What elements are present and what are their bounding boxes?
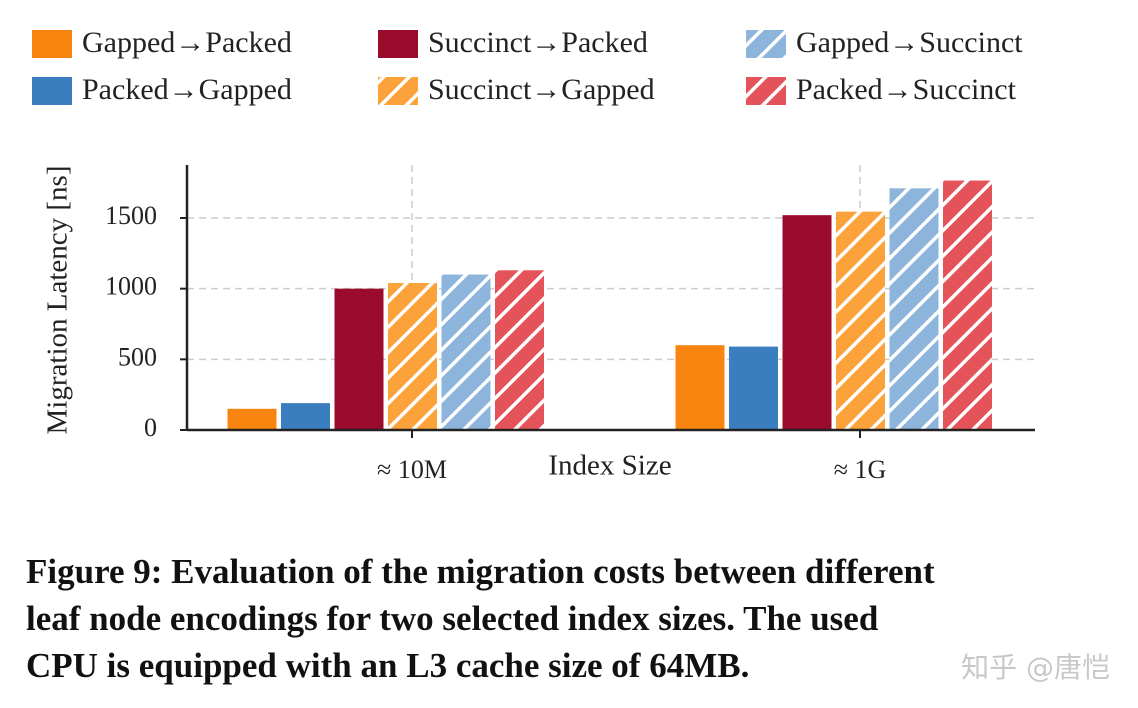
- caption-line: CPU is equipped with an L3 cache size of…: [26, 646, 750, 685]
- legend-swatch: [32, 77, 72, 105]
- legend-swatch: [746, 77, 786, 105]
- legend-swatch: [378, 30, 418, 58]
- x-tick-label: ≈ 1G: [834, 455, 887, 484]
- bar: [729, 346, 778, 430]
- bar: [836, 211, 885, 430]
- bar: [675, 345, 725, 430]
- caption-line: Figure 9: Evaluation of the migration co…: [26, 552, 935, 591]
- legend-label: Succinct→Gapped: [428, 73, 655, 106]
- bar: [441, 274, 491, 430]
- bar: [388, 283, 437, 430]
- x-axis-label: Index Size: [548, 450, 671, 482]
- bar: [281, 403, 330, 430]
- bar: [889, 188, 939, 430]
- bar: [943, 180, 992, 430]
- legend-label: Packed→Gapped: [82, 73, 292, 106]
- y-tick-label: 1500: [105, 201, 157, 230]
- legend-label: Gapped→Packed: [82, 26, 292, 59]
- legend-swatch: [378, 77, 418, 105]
- bar: [782, 215, 832, 430]
- watermark: 知乎 @唐恺: [961, 651, 1110, 684]
- legend-swatch: [746, 30, 786, 58]
- bar: [334, 288, 384, 430]
- caption: Figure 9: Evaluation of the migration co…: [26, 548, 935, 689]
- x-tick-label: ≈ 10M: [377, 455, 447, 484]
- y-axis-label: Migration Latency [ns]: [42, 166, 74, 435]
- bar: [495, 270, 544, 430]
- y-tick-label: 0: [144, 413, 157, 442]
- caption-line: leaf node encodings for two selected ind…: [26, 599, 879, 638]
- y-tick-label: 1000: [105, 272, 157, 301]
- bar: [227, 408, 277, 430]
- legend-label: Gapped→Succinct: [796, 26, 1023, 59]
- legend-label: Succinct→Packed: [428, 26, 648, 59]
- chart: Migration Latency [ns] Index Size 0 500 10…: [32, 26, 1035, 484]
- legend-label: Packed→Succinct: [796, 73, 1017, 106]
- legend-swatch: [32, 30, 72, 58]
- y-tick-label: 500: [118, 342, 157, 371]
